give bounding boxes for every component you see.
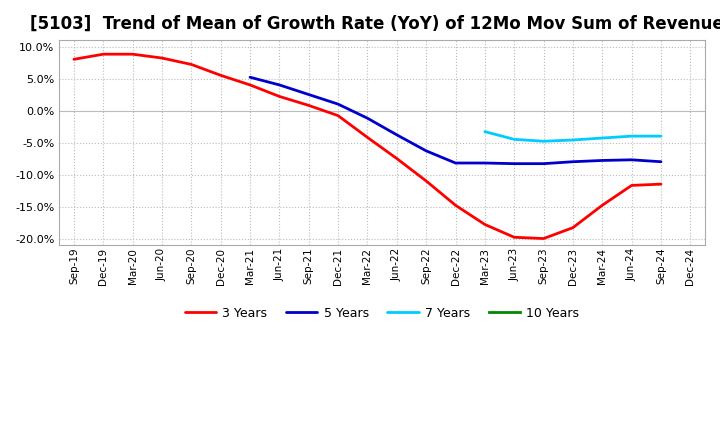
7 Years — [510, 137, 518, 142]
7 Years — [657, 133, 665, 139]
3 Years — [99, 51, 107, 57]
5 Years — [569, 159, 577, 165]
3 Years — [363, 135, 372, 140]
5 Years — [598, 158, 606, 163]
5 Years — [480, 160, 489, 165]
3 Years — [480, 222, 489, 227]
3 Years — [187, 62, 196, 67]
3 Years — [627, 183, 636, 188]
5 Years — [422, 148, 431, 154]
3 Years — [275, 94, 284, 99]
Line: 5 Years: 5 Years — [250, 77, 661, 164]
3 Years — [657, 182, 665, 187]
3 Years — [510, 235, 518, 240]
3 Years — [128, 51, 137, 57]
3 Years — [451, 203, 460, 208]
7 Years — [539, 139, 548, 144]
5 Years — [510, 161, 518, 166]
5 Years — [334, 102, 343, 107]
3 Years — [422, 178, 431, 183]
5 Years — [451, 160, 460, 165]
7 Years — [627, 133, 636, 139]
3 Years — [70, 57, 78, 62]
5 Years — [275, 82, 284, 88]
5 Years — [539, 161, 548, 166]
5 Years — [246, 75, 254, 80]
Legend: 3 Years, 5 Years, 7 Years, 10 Years: 3 Years, 5 Years, 7 Years, 10 Years — [180, 302, 585, 325]
Title: [5103]  Trend of Mean of Growth Rate (YoY) of 12Mo Mov Sum of Revenues: [5103] Trend of Mean of Growth Rate (YoY… — [30, 15, 720, 33]
3 Years — [598, 203, 606, 208]
3 Years — [569, 225, 577, 230]
5 Years — [627, 157, 636, 162]
5 Years — [363, 116, 372, 121]
5 Years — [392, 132, 401, 137]
3 Years — [392, 156, 401, 161]
Line: 3 Years: 3 Years — [74, 54, 661, 238]
3 Years — [158, 55, 166, 61]
3 Years — [246, 82, 254, 88]
3 Years — [334, 113, 343, 118]
5 Years — [305, 92, 313, 97]
5 Years — [657, 159, 665, 165]
3 Years — [305, 103, 313, 108]
Line: 7 Years: 7 Years — [485, 132, 661, 141]
3 Years — [216, 73, 225, 78]
7 Years — [598, 136, 606, 141]
7 Years — [569, 137, 577, 143]
7 Years — [480, 129, 489, 134]
3 Years — [539, 236, 548, 241]
